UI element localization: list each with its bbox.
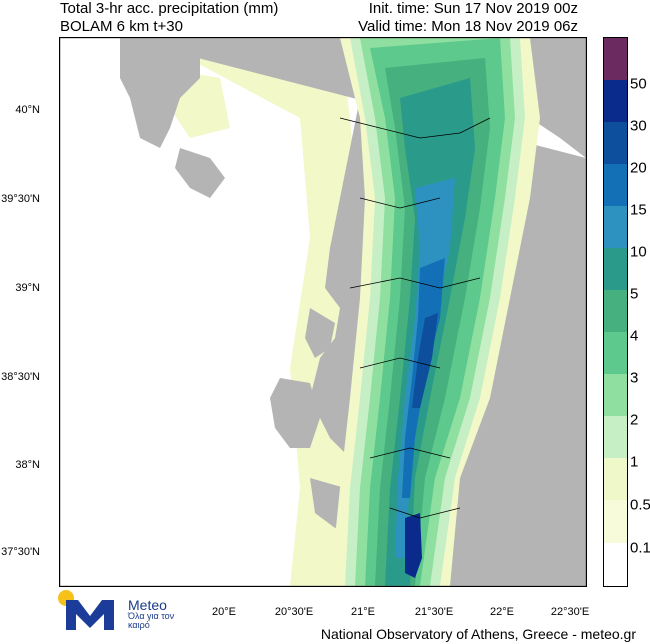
precip-band-30 <box>412 313 438 408</box>
precip-band-50 <box>405 513 422 578</box>
legend-label-50: 50 <box>630 75 647 93</box>
lefkada-island <box>305 308 335 358</box>
corfu-island <box>175 148 225 198</box>
legend-box-top <box>604 38 627 80</box>
legend-label-05: 0.5 <box>630 496 650 514</box>
lon-label-22-30e: 22°30'E <box>550 606 590 618</box>
title-line-2: BOLAM 6 km t+30 <box>60 18 183 35</box>
legend-box-15 <box>604 206 627 248</box>
albania-coast <box>120 38 200 148</box>
lat-label-39-30n: 39°30'N <box>1 193 40 205</box>
lon-label-20-30e: 20°30'E <box>274 606 314 618</box>
legend-box-05 <box>604 500 627 543</box>
lat-label-38n: 38°N <box>15 459 40 471</box>
lat-label-38-30n: 38°30'N <box>1 371 40 383</box>
legend-box-3 <box>604 374 627 416</box>
legend-label-01: 0.1 <box>630 539 650 557</box>
region-borders <box>339 117 491 519</box>
legend-label-15: 15 <box>630 201 647 219</box>
legend-box-01 <box>604 543 627 586</box>
legend-box-20 <box>604 164 627 206</box>
legend-box-4 <box>604 332 627 374</box>
kefalonia-island <box>270 378 320 448</box>
map-svg <box>60 38 586 586</box>
legend-box-50 <box>604 80 627 122</box>
map-title: Total 3-hr acc. precipitation (mm) BOLAM… <box>60 0 278 36</box>
legend-label-3: 3 <box>630 369 639 387</box>
legend-label-5: 5 <box>630 285 639 303</box>
legend-label-10: 10 <box>630 243 647 261</box>
logo-name: Meteo <box>128 597 167 613</box>
legend-label-20: 20 <box>630 159 647 177</box>
lat-label-39n: 39°N <box>15 282 40 294</box>
lat-label-40n: 40°N <box>15 104 40 116</box>
legend-label-2: 2 <box>630 411 639 429</box>
lon-label-20e: 20°E <box>212 606 236 618</box>
lon-label-21e: 21°E <box>351 606 375 618</box>
legend-label-4: 4 <box>630 327 639 345</box>
lat-label-37-30n: 37°30'N <box>1 546 40 558</box>
time-info: Init. time: Sun 17 Nov 2019 00z Valid ti… <box>358 0 578 36</box>
legend-box-2 <box>604 416 627 458</box>
precipitation-map <box>59 37 587 587</box>
legend-box-30 <box>604 122 627 164</box>
logo-tagline: Όλα για τον καιρό <box>128 611 175 630</box>
lon-label-21-30e: 21°30'E <box>414 606 454 618</box>
footer-credit: National Observatory of Athens, Greece -… <box>320 626 636 642</box>
m-letter-icon <box>66 600 114 630</box>
meteo-logo[interactable] <box>56 588 196 632</box>
init-time: Init. time: Sun 17 Nov 2019 00z <box>368 0 578 17</box>
legend-colorbar <box>603 37 628 587</box>
legend-box-1 <box>604 458 627 500</box>
precip-band-01 <box>150 38 360 586</box>
valid-time: Valid time: Mon 18 Nov 2019 06z <box>358 18 578 35</box>
legend-box-5 <box>604 290 627 332</box>
meteo-logo-icon <box>58 590 114 630</box>
legend-label-1: 1 <box>630 453 639 471</box>
legend-label-30: 30 <box>630 117 647 135</box>
lon-label-22e: 22°E <box>490 606 514 618</box>
title-line-1: Total 3-hr acc. precipitation (mm) <box>60 0 279 17</box>
legend-box-10 <box>604 248 627 290</box>
